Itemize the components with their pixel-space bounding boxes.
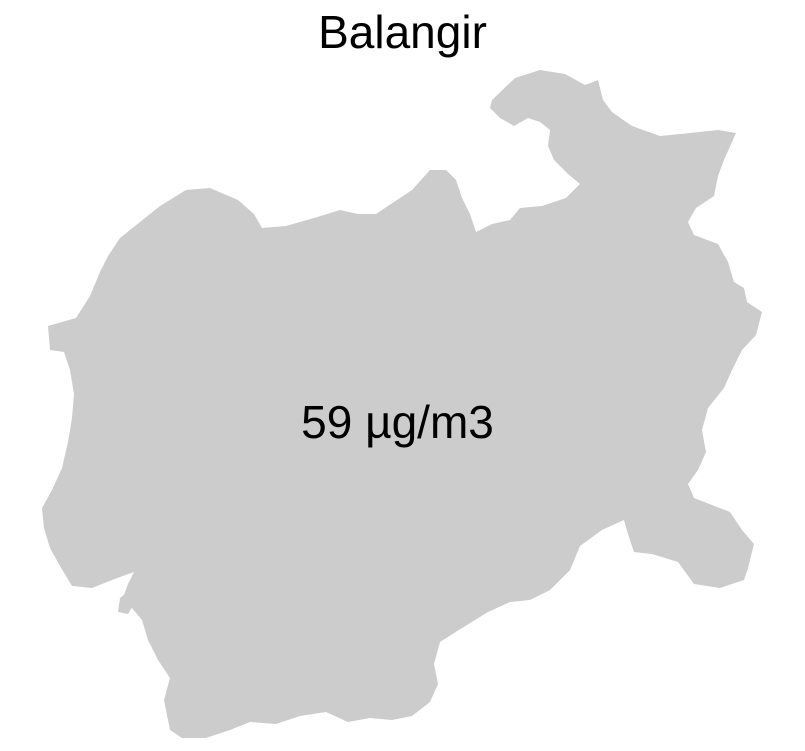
region-value-label: 59 µg/m3 — [301, 396, 494, 448]
district-shape — [42, 70, 762, 738]
map-title: Balangir — [318, 6, 487, 58]
district-enclave — [118, 590, 134, 614]
